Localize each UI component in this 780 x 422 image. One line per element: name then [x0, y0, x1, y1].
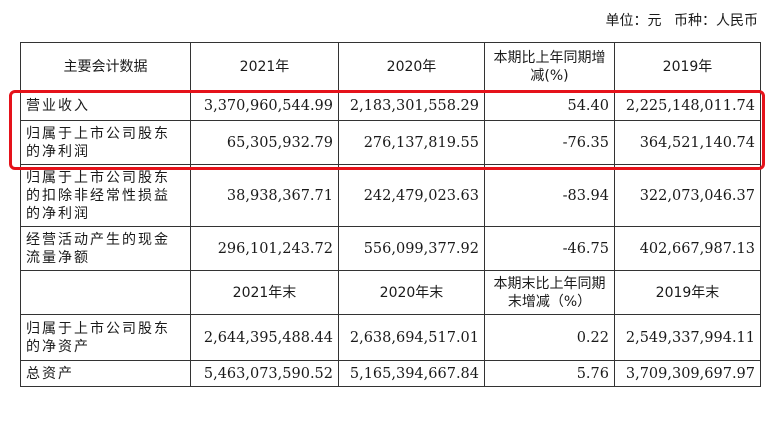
row-label: 归属于上市公司股东的扣除非经常性损益的净利润 — [20, 164, 191, 227]
cell-2021: 296,101,243.72 — [190, 226, 339, 271]
cell-change: -46.75 — [484, 226, 615, 271]
table-row: 归属于上市公司股东的扣除非经常性损益的净利润 38,938,367.71 242… — [20, 164, 761, 227]
cell-change: 54.40 — [484, 90, 615, 121]
cell-2019: 2,549,337,994.11 — [614, 314, 761, 361]
unit-label: 单位：元 — [605, 13, 662, 29]
cell-2019: 402,667,987.13 — [614, 226, 761, 271]
header-2021-end: 2021年末 — [190, 270, 339, 315]
header-data-item: 主要会计数据 — [20, 42, 191, 91]
cell-change: -83.94 — [484, 164, 615, 227]
cell-change: -76.35 — [484, 120, 615, 165]
row-label: 经营活动产生的现金流量净额 — [20, 226, 191, 271]
header-blank — [20, 270, 191, 315]
header-change: 本期比上年同期增减(%) — [484, 42, 615, 91]
cell-2020: 5,165,394,667.84 — [338, 360, 485, 387]
cell-2021: 65,305,932.79 — [190, 120, 339, 165]
table-row: 总资产 5,463,073,590.52 5,165,394,667.84 5.… — [20, 360, 761, 387]
cell-2021: 38,938,367.71 — [190, 164, 339, 227]
header-row: 2021年末 2020年末 本期末比上年同期末增减（%） 2019年末 — [20, 270, 761, 315]
cell-change: 5.76 — [484, 360, 615, 387]
cell-2021: 2,644,395,488.44 — [190, 314, 339, 361]
cell-2019: 322,073,046.37 — [614, 164, 761, 227]
header-2019-end: 2019年末 — [614, 270, 761, 315]
header-2020: 2020年 — [338, 42, 485, 91]
header-2019: 2019年 — [614, 42, 761, 91]
table-row: 营业收入 3,370,960,544.99 2,183,301,558.29 5… — [20, 90, 761, 121]
row-label: 营业收入 — [20, 90, 191, 121]
cell-change: 0.22 — [484, 314, 615, 361]
row-label: 归属于上市公司股东的净资产 — [20, 314, 191, 361]
cell-2019: 3,709,309,697.97 — [614, 360, 761, 387]
header-row: 主要会计数据 2021年 2020年 本期比上年同期增减(%) 2019年 — [20, 42, 761, 91]
cell-2020: 2,638,694,517.01 — [338, 314, 485, 361]
cell-2020: 2,183,301,558.29 — [338, 90, 485, 121]
cell-2020: 556,099,377.92 — [338, 226, 485, 271]
unit-line: 单位：元 币种：人民币 — [598, 10, 758, 30]
table-row: 归属于上市公司股东的净利润 65,305,932.79 276,137,819.… — [20, 120, 761, 165]
table-row: 经营活动产生的现金流量净额 296,101,243.72 556,099,377… — [20, 226, 761, 271]
cell-2019: 364,521,140.74 — [614, 120, 761, 165]
header-2021: 2021年 — [190, 42, 339, 91]
cell-2019: 2,225,148,011.74 — [614, 90, 761, 121]
row-label: 归属于上市公司股东的净利润 — [20, 120, 191, 165]
header-2020-end: 2020年末 — [338, 270, 485, 315]
financial-data-table: 主要会计数据 2021年 2020年 本期比上年同期增减(%) 2019年 营业… — [20, 42, 761, 387]
cell-2021: 5,463,073,590.52 — [190, 360, 339, 387]
cell-2020: 276,137,819.55 — [338, 120, 485, 165]
currency-label: 币种：人民币 — [674, 13, 758, 29]
header-change-end: 本期末比上年同期末增减（%） — [484, 270, 615, 315]
cell-2021: 3,370,960,544.99 — [190, 90, 339, 121]
cell-2020: 242,479,023.63 — [338, 164, 485, 227]
table-row: 归属于上市公司股东的净资产 2,644,395,488.44 2,638,694… — [20, 314, 761, 361]
row-label: 总资产 — [20, 360, 191, 387]
